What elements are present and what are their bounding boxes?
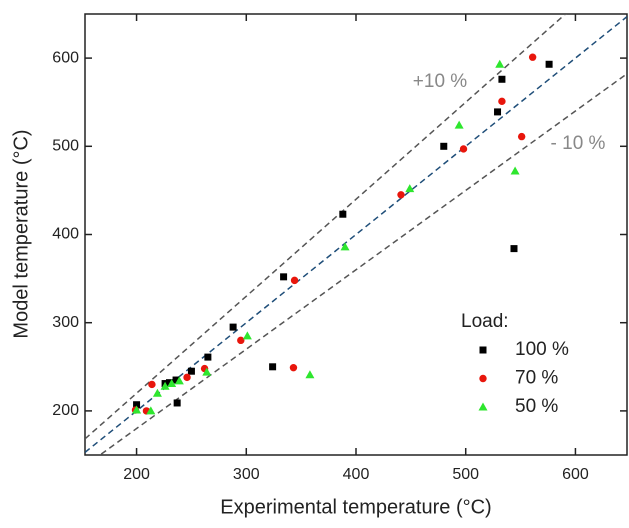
reference-label: +10 % xyxy=(413,71,468,92)
point xyxy=(173,399,181,407)
point xyxy=(405,184,415,193)
legend-marker xyxy=(478,402,488,411)
x-tick-label: 500 xyxy=(452,466,479,483)
legend-label: 70 % xyxy=(515,368,558,389)
point xyxy=(510,166,520,175)
legend-label: 50 % xyxy=(515,396,558,417)
point xyxy=(269,363,277,371)
point xyxy=(204,353,212,361)
point xyxy=(165,379,173,387)
reference-label: - 10 % xyxy=(551,133,606,154)
y-tick-label: 300 xyxy=(52,314,79,331)
point xyxy=(340,242,350,251)
point xyxy=(167,379,177,388)
x-axis-label: Experimental temperature (°C) xyxy=(220,496,491,518)
y-tick-label: 500 xyxy=(52,138,79,155)
point xyxy=(187,367,195,375)
reference-line xyxy=(85,14,567,440)
point xyxy=(517,132,526,141)
point xyxy=(172,376,180,384)
point xyxy=(174,376,184,385)
point xyxy=(242,331,252,340)
point xyxy=(510,245,518,253)
point xyxy=(545,60,553,68)
point xyxy=(495,59,505,68)
point xyxy=(132,405,142,414)
x-tick-label: 400 xyxy=(343,466,370,483)
point xyxy=(339,210,347,218)
point xyxy=(494,108,502,116)
point xyxy=(280,273,288,281)
point xyxy=(152,388,162,397)
point xyxy=(202,367,212,376)
point xyxy=(498,97,506,106)
point xyxy=(305,370,315,379)
x-tick-label: 600 xyxy=(562,466,589,483)
point xyxy=(133,401,141,409)
y-tick-label: 400 xyxy=(52,226,79,243)
legend-label: 100 % xyxy=(515,339,569,360)
point xyxy=(160,381,170,390)
point xyxy=(498,75,506,83)
point xyxy=(237,336,245,345)
legend-marker xyxy=(479,374,487,383)
point xyxy=(289,363,298,372)
point xyxy=(528,53,537,61)
y-tick-label: 200 xyxy=(52,402,79,419)
y-tick-label: 600 xyxy=(52,49,79,66)
x-tick-label: 200 xyxy=(123,466,150,483)
y-axis-label: Model temperature (°C) xyxy=(10,129,32,338)
legend-title: Load: xyxy=(461,311,509,332)
x-tick-label: 300 xyxy=(233,466,260,483)
legend-marker xyxy=(479,346,487,354)
point xyxy=(454,120,464,129)
point xyxy=(183,373,191,382)
point xyxy=(397,191,405,199)
point xyxy=(440,142,448,150)
plot-frame xyxy=(84,13,628,456)
point xyxy=(229,323,237,331)
point xyxy=(459,145,468,153)
point xyxy=(146,406,156,415)
point xyxy=(290,276,299,285)
point xyxy=(148,380,156,389)
